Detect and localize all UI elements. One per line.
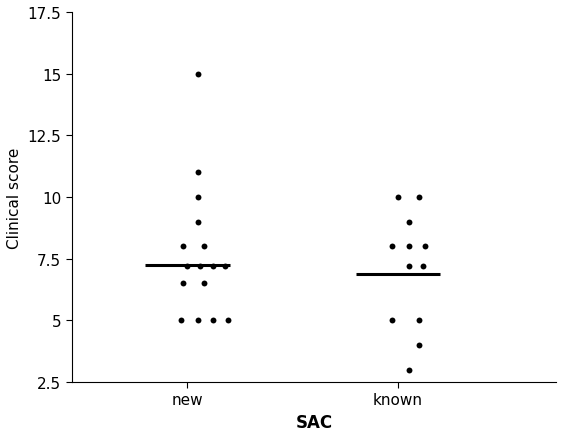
Point [223,317,232,324]
Point [221,263,230,270]
Point [200,243,209,250]
Point [387,243,396,250]
Point [404,367,413,374]
Point [387,317,396,324]
Y-axis label: Clinical score: Clinical score [7,147,22,248]
Point [419,263,428,270]
Point [415,317,424,324]
Point [404,263,413,270]
Point [200,280,209,287]
Point [194,219,203,226]
Point [394,194,403,201]
Point [208,263,217,270]
Point [404,219,413,226]
Point [194,170,203,177]
X-axis label: SAC: SAC [296,413,332,431]
Point [179,243,188,250]
Point [179,280,188,287]
Point [195,263,204,270]
Point [421,243,430,250]
Point [415,194,424,201]
Point [415,342,424,349]
Point [208,317,217,324]
Point [194,71,203,78]
Point [177,317,186,324]
Point [183,263,192,270]
Point [404,243,413,250]
Point [194,194,203,201]
Point [194,317,203,324]
